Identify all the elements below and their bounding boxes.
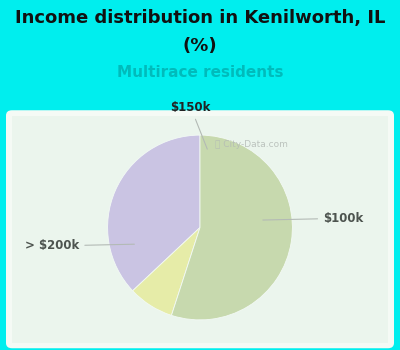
- Wedge shape: [172, 135, 292, 320]
- Text: Multirace residents: Multirace residents: [117, 65, 283, 80]
- Text: $100k: $100k: [263, 212, 363, 225]
- Text: (%): (%): [183, 37, 217, 55]
- Text: ⓘ City-Data.com: ⓘ City-Data.com: [215, 140, 288, 149]
- Text: > $200k: > $200k: [25, 239, 134, 252]
- Text: Income distribution in Kenilworth, IL: Income distribution in Kenilworth, IL: [15, 9, 385, 27]
- Wedge shape: [133, 228, 200, 315]
- Text: $150k: $150k: [170, 101, 211, 149]
- Wedge shape: [108, 135, 200, 291]
